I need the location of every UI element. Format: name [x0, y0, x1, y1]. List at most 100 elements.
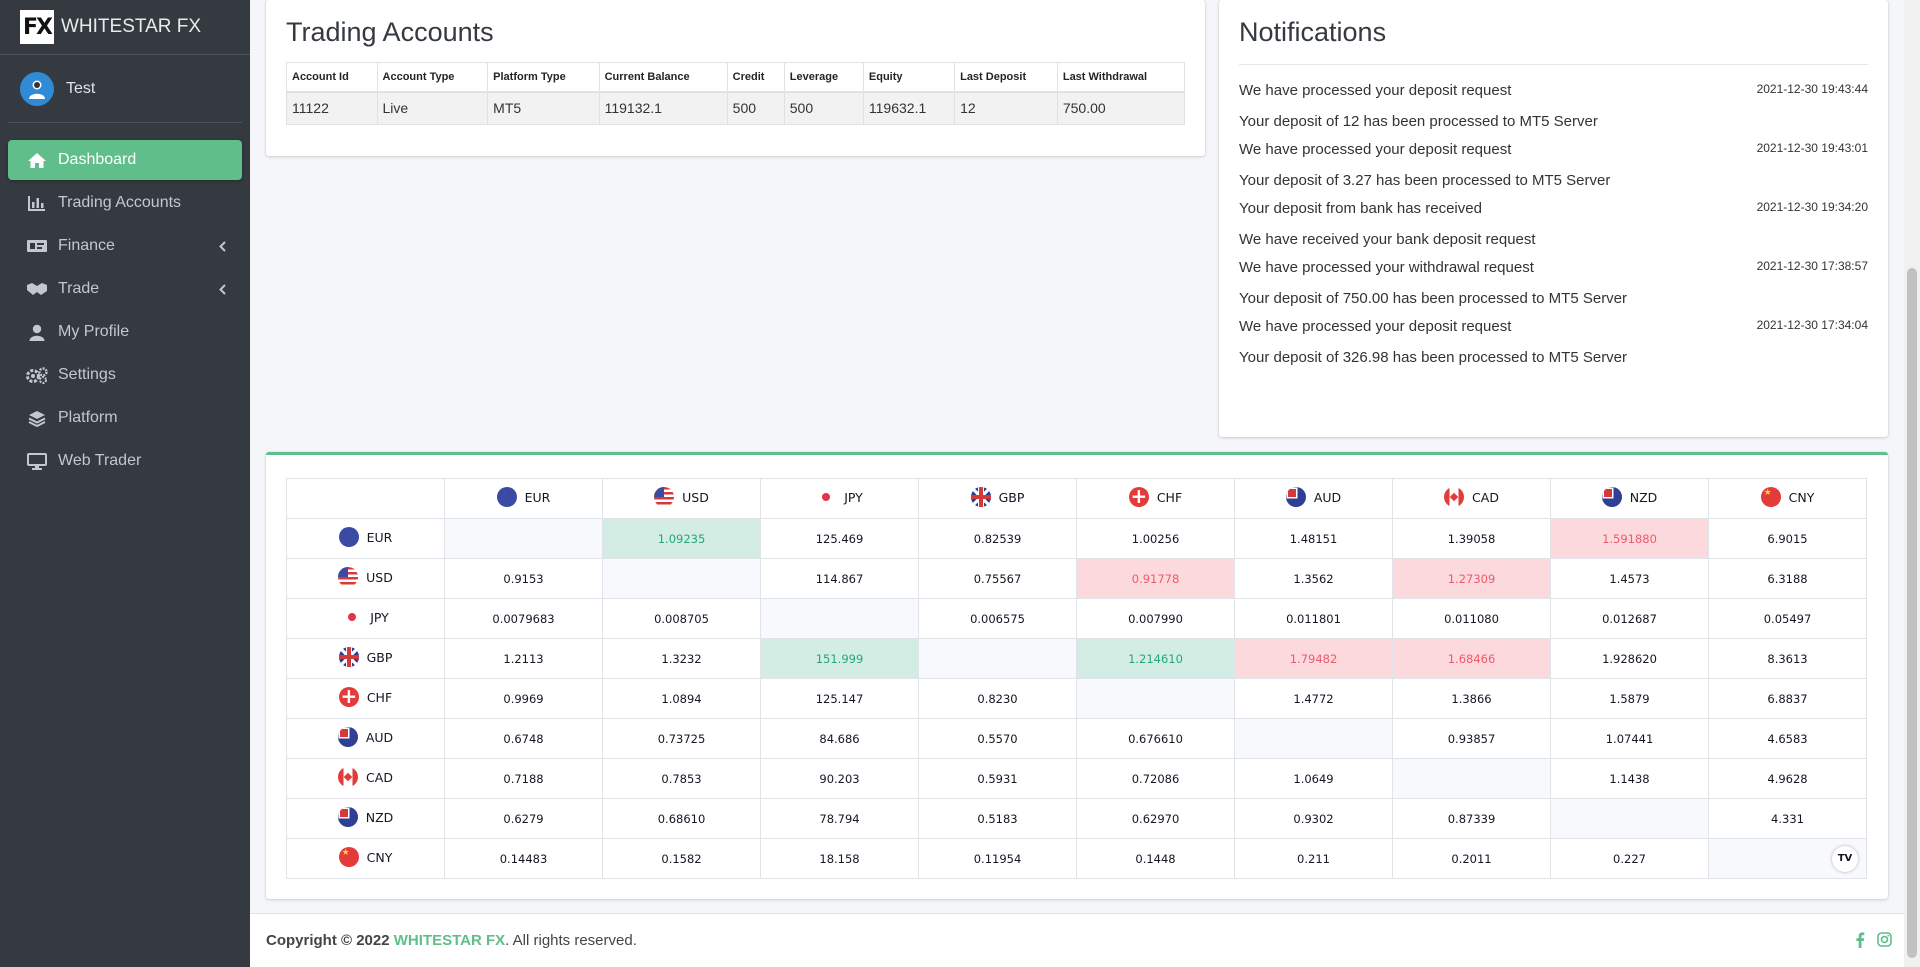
- column-currency-cny[interactable]: CNY: [1708, 478, 1867, 519]
- rate-cell[interactable]: 84.686: [760, 718, 919, 759]
- rate-cell[interactable]: 1.4573: [1550, 558, 1709, 599]
- rate-cell[interactable]: 0.227: [1550, 838, 1709, 879]
- sidebar-item-dashboard[interactable]: Dashboard: [8, 140, 242, 180]
- rate-cell[interactable]: 1.4772: [1234, 678, 1393, 719]
- rate-cell[interactable]: 125.469: [760, 518, 919, 559]
- notification-item[interactable]: We have processed your deposit request 20…: [1239, 82, 1868, 130]
- column-currency-nzd[interactable]: NZD: [1550, 478, 1709, 519]
- rate-cell[interactable]: 0.14483: [444, 838, 603, 879]
- column-currency-eur[interactable]: EUR: [444, 478, 603, 519]
- rate-cell[interactable]: 0.05497: [1708, 598, 1867, 639]
- page-scrollbar[interactable]: [1904, 0, 1920, 967]
- rate-cell[interactable]: 0.82539: [918, 518, 1077, 559]
- user-name[interactable]: Test: [66, 79, 96, 97]
- row-currency-chf[interactable]: CHF: [286, 678, 445, 719]
- rate-cell[interactable]: 6.9015: [1708, 518, 1867, 559]
- sidebar-item-finance[interactable]: Finance: [8, 226, 242, 266]
- facebook-icon[interactable]: [1855, 932, 1865, 948]
- rate-cell[interactable]: 0.93857: [1392, 718, 1551, 759]
- row-currency-gbp[interactable]: GBP: [286, 638, 445, 679]
- rate-cell[interactable]: 0.5183: [918, 798, 1077, 839]
- rate-cell[interactable]: 8.3613: [1708, 638, 1867, 679]
- rate-cell[interactable]: 0.211: [1234, 838, 1393, 879]
- rate-cell[interactable]: 0.007990: [1076, 598, 1235, 639]
- rate-cell[interactable]: 0.9153: [444, 558, 603, 599]
- rate-cell[interactable]: 0.011080: [1392, 598, 1551, 639]
- rate-cell[interactable]: 0.8230: [918, 678, 1077, 719]
- rate-cell[interactable]: 0.6748: [444, 718, 603, 759]
- rate-cell[interactable]: 0.006575: [918, 598, 1077, 639]
- rate-cell[interactable]: 4.6583: [1708, 718, 1867, 759]
- rate-cell[interactable]: 1.1438: [1550, 758, 1709, 799]
- notification-item[interactable]: Your deposit from bank has received 2021-…: [1239, 200, 1868, 248]
- column-currency-gbp[interactable]: GBP: [918, 478, 1077, 519]
- rate-cell[interactable]: 1.07441: [1550, 718, 1709, 759]
- rate-cell[interactable]: 0.7853: [602, 758, 761, 799]
- rate-cell[interactable]: 78.794: [760, 798, 919, 839]
- rate-cell[interactable]: 1.3866: [1392, 678, 1551, 719]
- rate-cell[interactable]: 0.72086: [1076, 758, 1235, 799]
- rate-cell[interactable]: 1.928620: [1550, 638, 1709, 679]
- rate-cell[interactable]: 125.147: [760, 678, 919, 719]
- sidebar-item-my-profile[interactable]: My Profile: [8, 312, 242, 352]
- row-currency-cad[interactable]: CAD: [286, 758, 445, 799]
- row-currency-aud[interactable]: AUD: [286, 718, 445, 759]
- table-row[interactable]: 11122 Live MT5 119132.1 500 500 119632.1 12 750.…: [286, 91, 1186, 125]
- row-currency-usd[interactable]: USD: [286, 558, 445, 599]
- rate-cell[interactable]: 1.68466: [1392, 638, 1551, 679]
- instagram-icon[interactable]: [1877, 932, 1892, 947]
- rate-cell[interactable]: 0.2011: [1392, 838, 1551, 879]
- notification-item[interactable]: We have processed your deposit request 20…: [1239, 141, 1868, 189]
- rate-cell[interactable]: 0.1448: [1076, 838, 1235, 879]
- rate-cell[interactable]: 0.91778: [1076, 558, 1235, 599]
- column-currency-chf[interactable]: CHF: [1076, 478, 1235, 519]
- rate-cell[interactable]: 0.1582: [602, 838, 761, 879]
- sidebar-item-trade[interactable]: Trade: [8, 269, 242, 309]
- rate-cell[interactable]: 1.3562: [1234, 558, 1393, 599]
- tradingview-logo-icon[interactable]: TV: [1832, 845, 1858, 872]
- rate-cell[interactable]: 1.2113: [444, 638, 603, 679]
- notification-item[interactable]: We have processed your withdrawal reques…: [1239, 259, 1868, 307]
- footer-brand-link[interactable]: WHITESTAR FX: [393, 932, 506, 949]
- column-currency-jpy[interactable]: JPY: [760, 478, 919, 519]
- rate-cell[interactable]: 6.8837: [1708, 678, 1867, 719]
- rate-cell[interactable]: 0.7188: [444, 758, 603, 799]
- row-currency-nzd[interactable]: NZD: [286, 798, 445, 839]
- rate-cell[interactable]: 114.867: [760, 558, 919, 599]
- rate-cell[interactable]: 1.39058: [1392, 518, 1551, 559]
- brand[interactable]: FX WHITESTAR FX: [0, 0, 250, 55]
- rate-cell[interactable]: 0.62970: [1076, 798, 1235, 839]
- column-currency-cad[interactable]: CAD: [1392, 478, 1551, 519]
- row-currency-jpy[interactable]: JPY: [286, 598, 445, 639]
- rate-cell[interactable]: 1.00256: [1076, 518, 1235, 559]
- rate-cell[interactable]: 1.214610: [1076, 638, 1235, 679]
- rate-cell[interactable]: 0.011801: [1234, 598, 1393, 639]
- rate-cell[interactable]: 0.11954: [918, 838, 1077, 879]
- rate-cell[interactable]: 0.73725: [602, 718, 761, 759]
- rate-cell[interactable]: 90.203: [760, 758, 919, 799]
- rate-cell[interactable]: 0.9302: [1234, 798, 1393, 839]
- rate-cell[interactable]: 0.012687: [1550, 598, 1709, 639]
- rate-cell[interactable]: 18.158: [760, 838, 919, 879]
- sidebar-item-platform[interactable]: Platform: [8, 398, 242, 438]
- rate-cell[interactable]: 1.0649: [1234, 758, 1393, 799]
- rate-cell[interactable]: 1.0894: [602, 678, 761, 719]
- column-currency-aud[interactable]: AUD: [1234, 478, 1393, 519]
- sidebar-item-settings[interactable]: Settings: [8, 355, 242, 395]
- rate-cell[interactable]: 151.999: [760, 638, 919, 679]
- rate-cell[interactable]: 1.27309: [1392, 558, 1551, 599]
- rate-cell[interactable]: 1.591880: [1550, 518, 1709, 559]
- rate-cell[interactable]: 0.68610: [602, 798, 761, 839]
- sidebar-item-trading-accounts[interactable]: Trading Accounts: [8, 183, 242, 223]
- rate-cell[interactable]: 0.008705: [602, 598, 761, 639]
- rate-cell[interactable]: 1.5879: [1550, 678, 1709, 719]
- rate-cell[interactable]: 0.87339: [1392, 798, 1551, 839]
- row-currency-eur[interactable]: EUR: [286, 518, 445, 559]
- rate-cell[interactable]: 0.5570: [918, 718, 1077, 759]
- rate-cell[interactable]: 1.79482: [1234, 638, 1393, 679]
- rate-cell[interactable]: 0.75567: [918, 558, 1077, 599]
- notification-item[interactable]: We have processed your deposit request 20…: [1239, 318, 1868, 366]
- rate-cell[interactable]: 4.9628: [1708, 758, 1867, 799]
- rate-cell[interactable]: 1.09235: [602, 518, 761, 559]
- rate-cell[interactable]: 0.5931: [918, 758, 1077, 799]
